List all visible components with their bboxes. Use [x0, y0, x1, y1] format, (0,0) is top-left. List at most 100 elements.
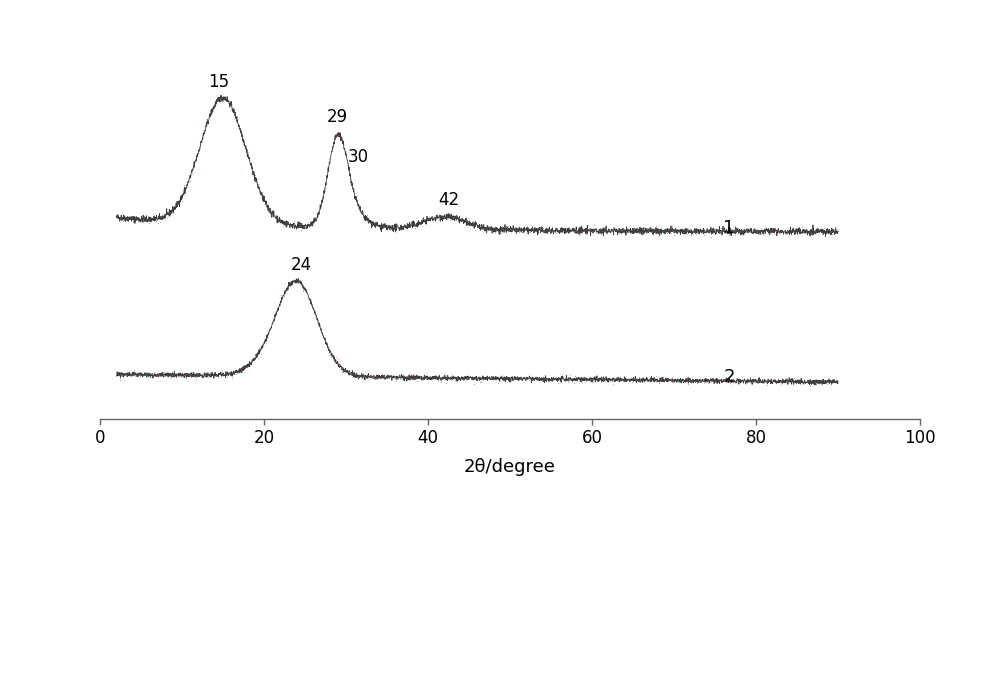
Point — [678, 222, 694, 233]
Point — [470, 373, 486, 384]
Point — [292, 220, 308, 231]
Point — [247, 169, 263, 180]
Point — [234, 129, 250, 140]
Point — [135, 215, 151, 226]
Point — [605, 378, 621, 389]
Point — [307, 214, 323, 225]
Point — [141, 218, 157, 229]
Point — [198, 372, 214, 383]
Point — [324, 145, 340, 156]
Point — [454, 215, 470, 226]
Point — [641, 375, 657, 386]
Point — [184, 168, 200, 179]
Point — [340, 158, 356, 169]
Point — [785, 373, 801, 385]
Point — [819, 378, 835, 389]
Point — [703, 231, 719, 242]
Point — [199, 114, 215, 126]
Point — [757, 224, 773, 235]
Point — [188, 371, 204, 382]
Point — [648, 221, 664, 232]
Point — [612, 371, 628, 383]
Point — [642, 373, 658, 385]
Point — [778, 228, 794, 239]
Point — [254, 342, 270, 353]
Point — [591, 225, 607, 237]
Point — [632, 221, 648, 232]
Point — [664, 372, 680, 383]
Point — [532, 225, 548, 237]
Point — [728, 223, 744, 235]
Text: 15: 15 — [208, 73, 229, 91]
Point — [406, 372, 422, 383]
Point — [276, 285, 292, 296]
Point — [278, 289, 294, 300]
Point — [501, 224, 517, 235]
Point — [217, 371, 233, 383]
Point — [251, 344, 267, 355]
Point — [418, 373, 434, 384]
Point — [534, 223, 550, 234]
Point — [390, 372, 406, 383]
Point — [397, 374, 413, 385]
Point — [544, 226, 560, 237]
Point — [826, 376, 842, 387]
Point — [200, 371, 216, 383]
Point — [665, 227, 681, 238]
Point — [429, 209, 445, 221]
Point — [293, 225, 309, 236]
Point — [244, 162, 260, 173]
Point — [670, 373, 686, 384]
Point — [449, 375, 465, 386]
Point — [727, 377, 743, 388]
Point — [550, 225, 566, 236]
Point — [491, 376, 507, 387]
Point — [772, 226, 788, 237]
Point — [156, 366, 172, 377]
Point — [446, 211, 462, 222]
Point — [651, 224, 667, 235]
Point — [542, 226, 558, 237]
Point — [592, 223, 608, 234]
Point — [442, 372, 458, 383]
Point — [446, 372, 462, 383]
Point — [410, 216, 426, 227]
Point — [502, 223, 518, 234]
Point — [664, 376, 680, 387]
Point — [226, 369, 242, 380]
Point — [390, 223, 406, 234]
Point — [634, 229, 650, 240]
Point — [455, 373, 471, 384]
Point — [367, 218, 383, 229]
Point — [443, 375, 459, 386]
Point — [565, 225, 581, 237]
Point — [548, 227, 564, 238]
Point — [136, 370, 152, 381]
Point — [330, 353, 346, 364]
Point — [419, 211, 435, 222]
Point — [191, 145, 207, 156]
Point — [703, 377, 719, 388]
Point — [805, 378, 821, 389]
Point — [807, 225, 823, 236]
Point — [303, 295, 319, 306]
Point — [552, 376, 568, 387]
Point — [292, 276, 308, 287]
Point — [220, 369, 236, 380]
Point — [375, 369, 391, 380]
Point — [234, 128, 250, 139]
Point — [174, 195, 190, 207]
Point — [395, 370, 411, 381]
X-axis label: 2θ/degree: 2θ/degree — [464, 459, 556, 476]
Point — [215, 369, 231, 380]
Point — [814, 228, 830, 239]
Point — [488, 224, 504, 235]
Point — [340, 159, 356, 170]
Point — [382, 223, 398, 234]
Point — [216, 369, 232, 380]
Point — [239, 145, 255, 156]
Point — [606, 374, 622, 385]
Point — [578, 373, 594, 385]
Point — [503, 223, 519, 235]
Text: 29: 29 — [327, 107, 348, 126]
